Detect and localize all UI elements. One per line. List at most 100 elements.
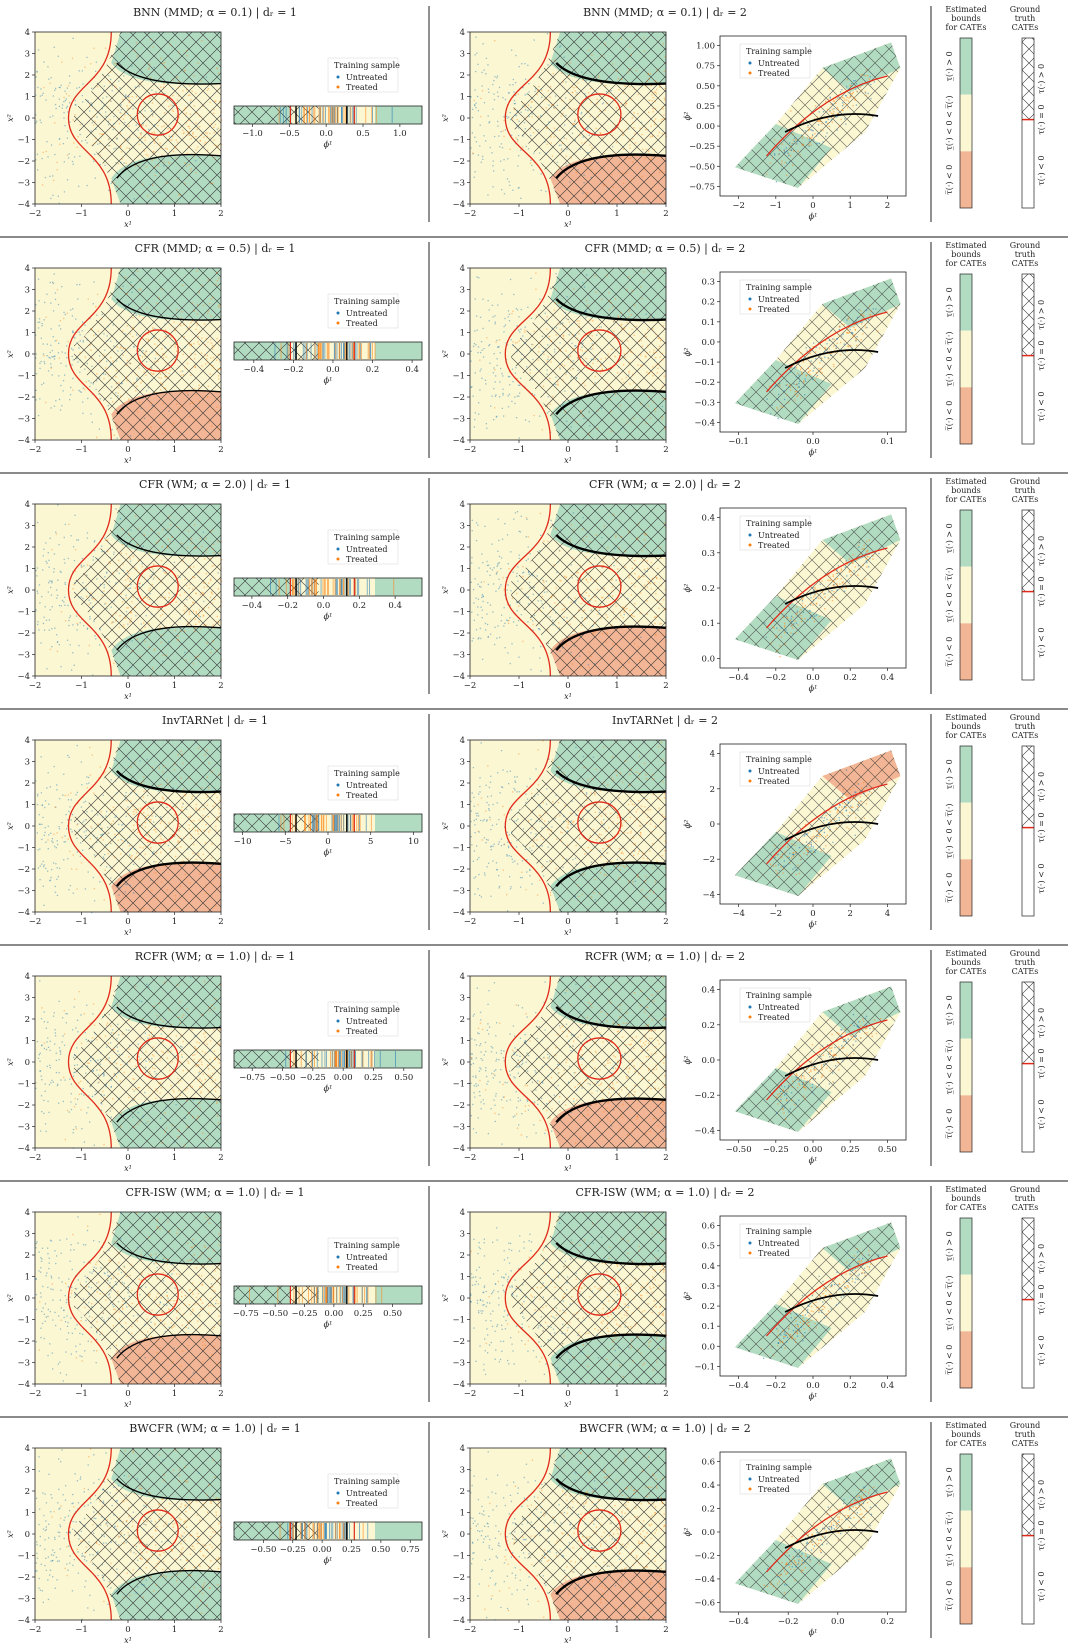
y-tick-label: 2 [460,543,465,553]
scatter-point [190,321,192,324]
scatter-point [113,148,115,150]
strip-sample [319,107,321,123]
phi-point [841,582,844,584]
scatter-point [607,353,609,355]
scatter-point [492,108,494,110]
scatter-point [577,169,579,171]
scatter-point [473,602,475,604]
scatter-point [212,348,214,350]
phi-point [865,94,867,97]
scatter-point [546,127,548,130]
scatter-point [87,397,89,400]
scatter-point [169,541,171,543]
scatter-point [551,60,553,62]
scatter-point [502,375,504,377]
scatter-point [521,588,523,590]
scatter-point [195,808,198,811]
scatter-point [564,63,566,65]
scatter-point [542,580,545,582]
scatter-point [653,149,655,151]
scatter-point [202,304,205,307]
scatter-point [480,637,482,640]
scatter-point [572,360,574,362]
scatter-point [160,581,163,583]
phi-point [852,91,854,93]
scatter-point [194,366,197,368]
scatter-point [56,650,59,652]
scatter-point [574,345,576,347]
phi-point [842,581,844,583]
scatter-point [57,303,60,306]
scatter-point [618,89,620,91]
scatter-point [44,806,46,809]
strip-sample [311,107,313,123]
phi-x-tick-label: 0.2 [843,673,857,683]
y-tick-label: −4 [17,200,30,210]
scatter-point [118,894,120,896]
scatter-point [518,395,520,397]
scatter-point [125,276,127,279]
scatter-point [143,150,146,152]
scatter-point [195,803,198,806]
phi-point [790,145,792,147]
scatter-point [629,68,631,70]
strip-sample [326,343,328,359]
scatter-point [608,292,610,294]
legend-marker-untreated [336,547,340,551]
scatter-point [49,648,52,651]
phi-point [792,633,794,635]
scatter-point [72,854,74,856]
phi-y-tick-label: −0.3 [694,398,715,408]
scatter-point [487,583,489,586]
scatter-point [551,155,554,157]
phi-point [808,129,810,131]
scatter-point [169,139,171,141]
scatter-point [153,829,155,831]
scatter-point [45,560,47,563]
scatter-point [163,821,166,823]
scatter-point [168,105,170,108]
scatter-point [663,70,665,73]
x-tick-label: 2 [218,445,223,455]
scatter-point [174,814,176,816]
scatter-point [68,95,70,97]
scatter-point [487,194,489,196]
phi-point [875,308,877,310]
scatter-point [592,344,594,346]
phi-point [827,122,829,124]
phi-point [861,323,863,325]
scatter-point [195,122,197,124]
scatter-point [507,406,510,408]
phi-point [778,629,780,631]
scatter-point [634,603,636,605]
scatter-point [210,339,212,341]
scatter-point [145,350,148,352]
scatter-point [131,650,133,652]
scatter-point [644,129,647,131]
scatter-point [178,194,180,196]
phi-point [810,597,812,599]
scatter-point [532,620,534,622]
estimated-boundary-bottom [116,153,222,179]
scatter-point [493,99,496,101]
scatter-point [611,586,614,588]
scatter-point [470,581,472,583]
scatter-point [663,599,665,601]
scatter-point [180,864,182,866]
scatter-point [210,648,213,650]
phi-point [818,111,820,113]
scatter-point [615,605,617,607]
scatter-point [113,126,115,128]
scatter-point [91,144,93,147]
scatter-point [582,415,584,417]
scatter-point [593,383,595,385]
scatter-point [41,94,43,96]
scatter-point [472,152,474,154]
scatter-point [102,833,104,835]
phi-point [816,143,818,145]
scatter-point [190,99,192,101]
scatter-point [170,136,172,138]
scatter-point [177,754,179,756]
scatter-point [470,147,472,149]
